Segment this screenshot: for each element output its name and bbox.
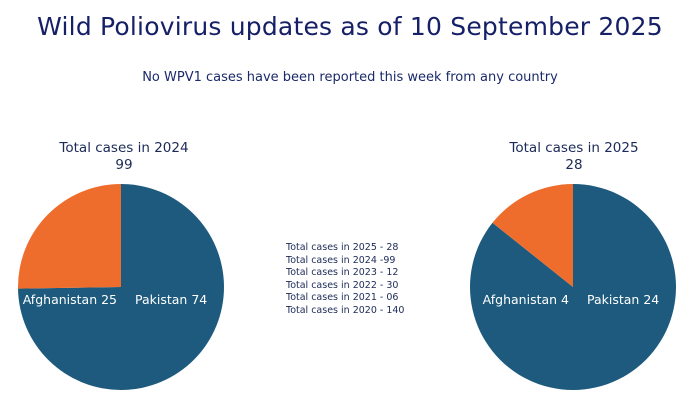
pie-svg: Afghanistan 4 Pakistan 24 (470, 184, 676, 391)
pie-slice-pakistan (470, 184, 676, 391)
totals-list-item: Total cases in 2020 - 140 (286, 304, 405, 316)
page-title: Wild Poliovirus updates as of 10 Septemb… (37, 12, 663, 41)
yearly-totals-list: Total cases in 2025 - 28 Total cases in … (286, 242, 456, 318)
pie-chart-2024: Total cases in 2024 99 Afghanistan 25 Pak… (14, 140, 234, 400)
page-subtitle: No WPV1 cases have been reported this we… (142, 70, 558, 85)
pie-svg: Afghanistan 25 Pakistan 74 (18, 184, 225, 390)
chart-title: Total cases in 2025 (509, 140, 639, 156)
pie-slice-afghanistan (492, 184, 573, 287)
chart-title: Total cases in 2024 (59, 140, 189, 156)
slice-label-pakistan: Pakistan 24 (587, 292, 659, 307)
pie-chart-2025: Total cases in 2025 28 Afghanistan 4 Paki… (464, 140, 684, 400)
chart-total: 99 (115, 157, 133, 173)
chart-total: 28 (565, 157, 583, 173)
totals-list-item: Total cases in 2025 - 28 (286, 242, 399, 253)
pie-slice-pakistan (18, 184, 225, 390)
slice-label-afghanistan: Afghanistan 4 (483, 292, 569, 307)
totals-list-item: Total cases in 2023 - 12 (286, 267, 399, 279)
slice-label-afghanistan: Afghanistan 25 (23, 292, 117, 307)
totals-list-item: Total cases in 2024 -99 (286, 254, 396, 266)
totals-list-item: Total cases in 2021 - 06 (286, 292, 399, 304)
slice-label-pakistan: Pakistan 74 (135, 292, 207, 307)
pie-slice-afghanistan (18, 184, 121, 289)
totals-list-item: Total cases in 2022 - 30 (286, 279, 399, 291)
